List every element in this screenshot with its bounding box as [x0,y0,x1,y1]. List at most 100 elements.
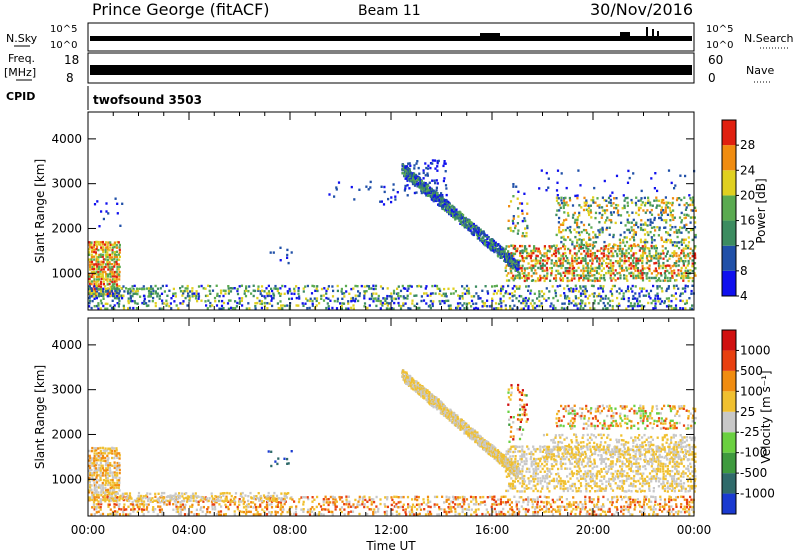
echo-cell [631,259,635,262]
echo-cell [131,500,134,504]
echo-cell [550,302,553,305]
echo-cell [629,503,632,506]
echo-cell [280,292,283,296]
echo-cell [669,279,672,282]
echo-cell [634,292,637,295]
echo-cell [93,508,96,511]
echo-cell [540,500,543,504]
echo-cell [515,285,518,288]
echo-cell [440,508,443,511]
echo-cell [281,304,285,307]
echo-cell [586,250,589,253]
echo-cell [690,289,693,293]
echo-cell [513,513,516,516]
echo-cell [660,199,663,202]
echo-cell [116,287,119,290]
echo-cell [152,506,155,509]
echo-cell [568,501,571,504]
echo-cell [619,244,622,248]
echo-cell [392,307,395,310]
echo-cell [451,213,455,216]
echo-cell [575,262,578,265]
echo-cell [687,254,690,258]
echo-cell [593,503,596,507]
echo-cell [630,271,633,274]
echo-cell [322,503,325,506]
echo-cell [193,292,196,295]
echo-cell [639,505,642,508]
echo-cell [181,508,184,511]
echo-cell [91,267,94,271]
echo-cell [657,252,660,255]
echo-cell [626,181,630,184]
echo-cell [589,267,592,270]
echo-cell [113,452,116,455]
echo-cell [634,285,637,288]
echo-cell [438,300,441,303]
echo-cell [555,196,558,199]
echo-cell [635,260,638,263]
echo-cell [543,274,546,278]
echo-cell [630,226,633,229]
echo-cell [623,256,626,260]
echo-cell [509,304,512,308]
echo-cell [583,196,586,200]
echo-cell [571,259,574,262]
echo-cell [611,307,614,310]
echo-cell [101,484,104,487]
echo-cell [98,456,101,459]
echo-cell [352,287,355,290]
echo-cell [687,214,690,217]
echo-cell [622,508,625,512]
echo-cell [653,216,656,220]
echo-cell [628,231,631,234]
echo-cell [645,289,648,293]
echo-cell [172,508,175,511]
echo-cell [680,495,683,498]
echo-cell [612,233,615,237]
echo-cell [567,287,570,291]
echo-cell [191,505,194,508]
echo-cell [110,499,113,502]
echo-cell [225,505,228,509]
echo-cell [565,218,568,221]
echo-cell [556,299,559,302]
echo-cell [639,247,642,250]
echo-cell [574,297,578,300]
echo-cell [93,447,96,450]
echo-cell [123,290,126,293]
echo-cell [559,247,562,250]
echo-cell [95,452,98,455]
echo-cell [106,243,109,247]
echo-cell [633,267,636,270]
echo-cell [113,273,116,276]
echo-cell [461,292,464,295]
echo-cell [152,296,155,300]
echo-cell [254,498,257,501]
echo-cell [668,264,671,267]
echo-cell [662,198,665,202]
echo-cell [91,464,94,467]
echo-cell [279,294,282,297]
echo-cell [535,254,538,257]
echo-cell [111,471,114,474]
echo-cell [107,265,110,268]
echo-cell [110,263,114,266]
echo-cell [509,200,513,203]
echo-cell [280,512,283,516]
echo-cell [540,302,543,305]
echo-cell [234,501,237,504]
echo-cell [109,483,112,487]
echo-cell [537,259,540,262]
echo-cell [395,495,398,499]
echo-cell [393,505,396,508]
echo-cell [363,294,366,297]
echo-cell [219,513,223,516]
echo-cell [600,296,603,300]
echo-cell [460,220,463,224]
echo-cell [291,498,294,501]
echo-cell [256,296,259,300]
echo-cell [517,270,520,274]
echo-cell [641,256,644,260]
echo-cell [286,290,289,293]
